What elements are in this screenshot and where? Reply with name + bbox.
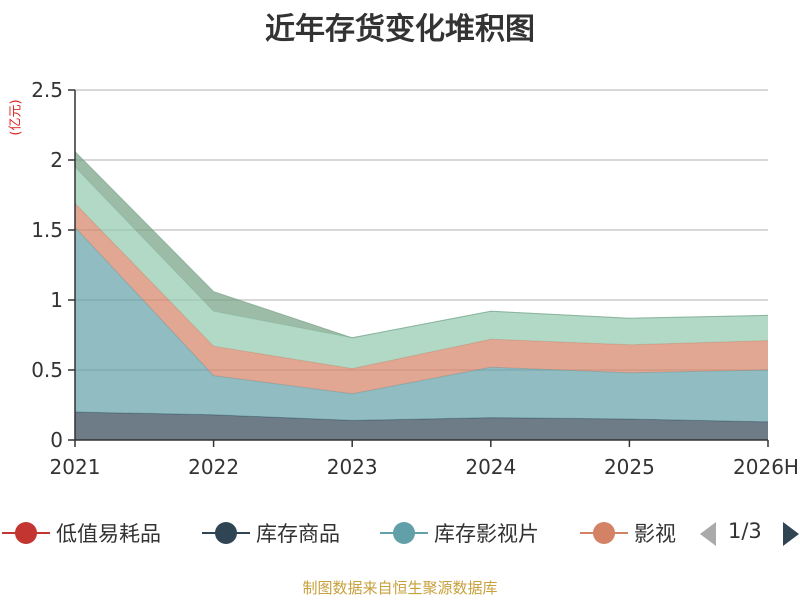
area-series-2 xyxy=(75,203,768,394)
legend-next-arrow-icon[interactable] xyxy=(783,522,799,546)
y-tick-label: 1 xyxy=(50,288,63,312)
legend: 低值易耗品 库存商品 库存影视片 影视 1/3 xyxy=(0,513,800,553)
x-tick-label: 2025 xyxy=(604,455,655,479)
x-tick-label: 2024 xyxy=(465,455,516,479)
x-tick-label: 2022 xyxy=(188,455,239,479)
axes: 0 0.5 1 1.5 2 2.5 2021 2022 2023 2024 2025 2026H xyxy=(31,78,799,479)
legend-marker-icon xyxy=(202,513,250,553)
y-tick-label: 2.5 xyxy=(31,78,63,102)
legend-item-1[interactable]: 库存商品 xyxy=(202,513,340,553)
legend-page-indicator: 1/3 xyxy=(728,519,762,543)
y-tick-label: 0 xyxy=(50,428,63,452)
source-note: 制图数据来自恒生聚源数据库 xyxy=(302,579,498,597)
legend-label: 库存影视片 xyxy=(434,522,539,546)
legend-prev-arrow-icon[interactable] xyxy=(700,522,716,546)
legend-label: 低值易耗品 xyxy=(56,522,161,546)
legend-label: 库存商品 xyxy=(256,522,340,546)
legend-label: 影视 xyxy=(634,522,676,546)
x-tick-label: 2026H xyxy=(733,455,799,479)
x-tick-label: 2023 xyxy=(327,455,378,479)
x-tick-label: 2021 xyxy=(50,455,101,479)
legend-item-0[interactable]: 低值易耗品 xyxy=(2,513,161,553)
chart-title: 近年存货变化堆积图 xyxy=(265,12,535,47)
y-tick-label: 2 xyxy=(50,148,63,172)
legend-marker-icon xyxy=(380,513,428,553)
area-series-1 xyxy=(75,227,768,422)
y-tick-label: 0.5 xyxy=(31,358,63,382)
legend-item-3[interactable]: 影视 xyxy=(580,513,676,553)
area-series xyxy=(74,151,769,440)
legend-marker-icon xyxy=(2,513,50,553)
y-tick-label: 1.5 xyxy=(31,218,63,242)
legend-item-2[interactable]: 库存影视片 xyxy=(380,513,539,553)
legend-marker-icon xyxy=(580,513,628,553)
area-series-edge-4 xyxy=(74,151,769,339)
